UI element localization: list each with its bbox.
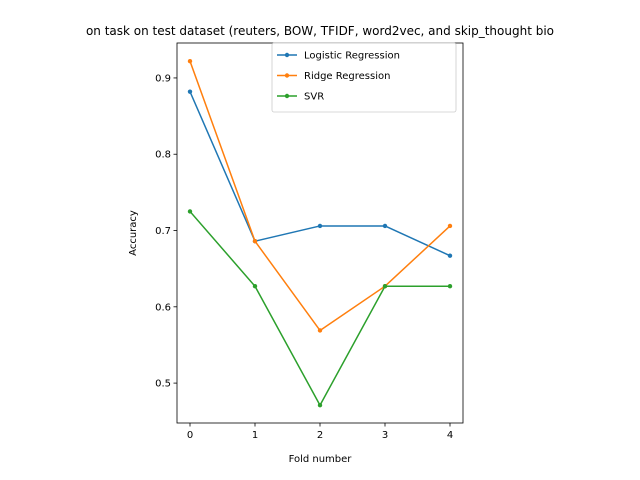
x-axis: 0 1 2 3 4 — [187, 423, 453, 441]
data-point — [187, 58, 193, 64]
legend-box — [271, 42, 457, 113]
x-axis-label: Fold number — [289, 454, 353, 465]
legend-entries: Logistic Regression Ridge Regression SVR — [277, 51, 400, 103]
series-1 — [187, 58, 453, 333]
data-point — [187, 209, 193, 214]
data-point — [317, 223, 323, 229]
y-axis: 0.5 0.6 0.7 0.8 0.9 — [155, 73, 177, 390]
legend-marker — [284, 93, 290, 99]
legend-marker — [284, 52, 290, 58]
chart-title: on task on test dataset (reuters, BOW, T… — [86, 24, 554, 38]
legend: Logistic Regression Ridge Regression SVR — [271, 42, 457, 113]
x-tick-label: 0 — [187, 430, 193, 441]
data-point — [317, 403, 323, 408]
y-axis-label: Accuracy — [128, 210, 139, 256]
series-layer — [187, 58, 453, 408]
series-0 — [187, 89, 453, 258]
legend-entry: SVR — [277, 92, 324, 103]
data-point — [187, 89, 193, 94]
series-2 — [187, 209, 453, 408]
data-point — [382, 284, 388, 289]
y-tick-label: 0.7 — [155, 226, 171, 237]
data-point — [382, 223, 388, 229]
x-tick-label: 2 — [317, 430, 323, 441]
y-tick-label: 0.6 — [155, 302, 171, 313]
data-point — [252, 284, 258, 289]
legend-entry: Ridge Regression — [277, 71, 390, 82]
x-tick-label: 4 — [447, 430, 453, 441]
legend-entry: Logistic Regression — [277, 51, 400, 62]
x-tick-label: 1 — [252, 430, 258, 441]
y-tick-label: 0.5 — [155, 379, 171, 390]
y-tick-label: 0.9 — [155, 73, 171, 84]
data-point — [317, 328, 323, 333]
series-line-0 — [189, 90, 451, 257]
y-tick-label: 0.8 — [155, 150, 171, 161]
legend-label: Ridge Regression — [304, 71, 390, 82]
legend-label: Logistic Regression — [304, 51, 400, 62]
legend-marker — [284, 73, 290, 78]
legend-label: SVR — [304, 92, 324, 103]
data-point — [252, 239, 258, 244]
series-line-2 — [188, 210, 451, 406]
data-point — [447, 253, 453, 258]
data-point — [447, 284, 453, 289]
x-tick-label: 3 — [382, 430, 388, 441]
data-point — [447, 223, 453, 229]
